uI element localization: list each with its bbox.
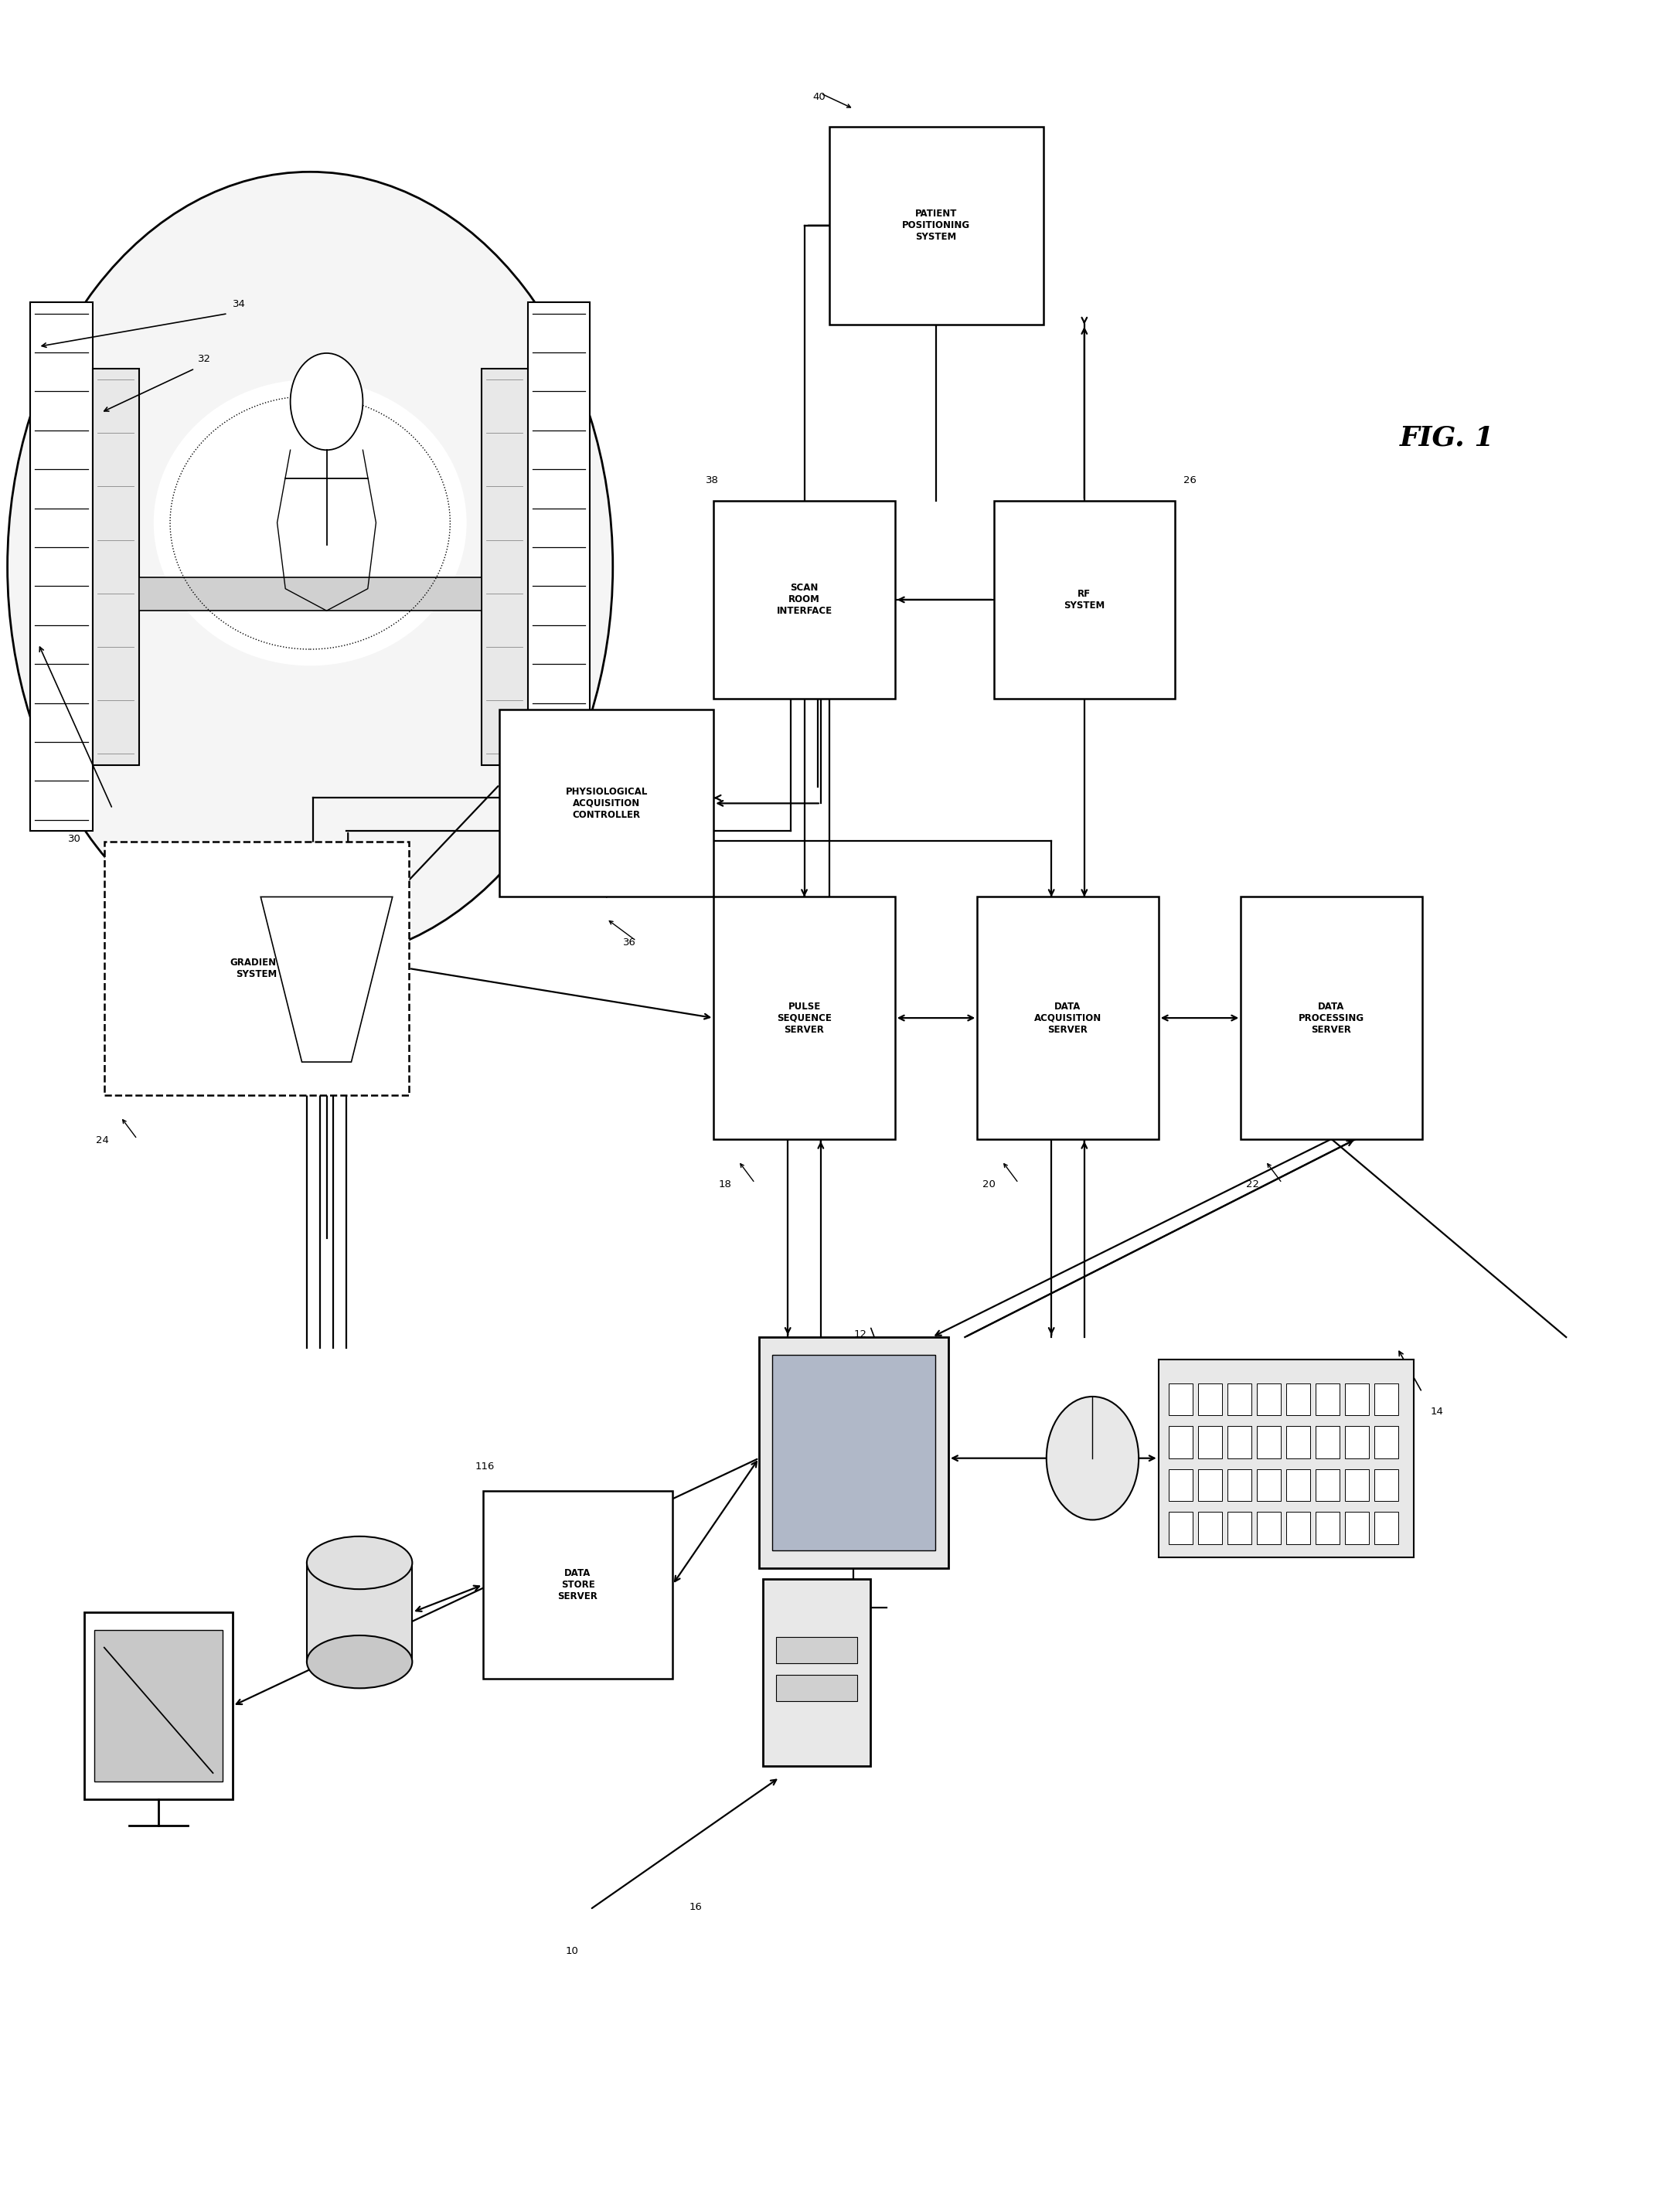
FancyBboxPatch shape [1287,1382,1310,1416]
FancyBboxPatch shape [773,1354,935,1551]
FancyBboxPatch shape [1159,1358,1414,1557]
Polygon shape [260,896,393,1062]
Text: 32: 32 [197,354,211,365]
Text: 116: 116 [474,1462,494,1471]
FancyBboxPatch shape [1315,1511,1340,1544]
FancyBboxPatch shape [776,1637,857,1663]
FancyBboxPatch shape [1197,1511,1222,1544]
FancyBboxPatch shape [1227,1382,1252,1416]
FancyBboxPatch shape [1169,1469,1192,1502]
Text: 44: 44 [318,1659,332,1670]
Text: SCAN
ROOM
INTERFACE: SCAN ROOM INTERFACE [776,584,832,617]
Ellipse shape [7,173,613,962]
FancyBboxPatch shape [1315,1427,1340,1458]
Text: FIG. 1: FIG. 1 [1399,425,1494,451]
FancyBboxPatch shape [307,1562,413,1661]
FancyBboxPatch shape [993,500,1176,699]
Ellipse shape [154,380,466,666]
Text: PHYSIOLOGICAL
ACQUISITION
CONTROLLER: PHYSIOLOGICAL ACQUISITION CONTROLLER [565,787,648,821]
Text: 36: 36 [623,938,637,947]
Text: 10: 10 [565,1947,579,1955]
Ellipse shape [307,1635,413,1688]
FancyBboxPatch shape [1287,1469,1310,1502]
Text: 18: 18 [718,1179,731,1190]
FancyBboxPatch shape [1315,1382,1340,1416]
Text: DATA
ACQUISITION
SERVER: DATA ACQUISITION SERVER [1035,1002,1101,1035]
FancyBboxPatch shape [1257,1511,1282,1544]
Text: DATA
STORE
SERVER: DATA STORE SERVER [557,1568,599,1601]
Text: 38: 38 [705,476,718,484]
FancyBboxPatch shape [1345,1382,1370,1416]
FancyBboxPatch shape [1345,1469,1370,1502]
FancyBboxPatch shape [1227,1511,1252,1544]
FancyBboxPatch shape [527,303,590,832]
FancyBboxPatch shape [481,369,527,765]
FancyBboxPatch shape [482,1491,673,1679]
FancyBboxPatch shape [1315,1469,1340,1502]
FancyBboxPatch shape [1374,1382,1399,1416]
Text: DATA
PROCESSING
SERVER: DATA PROCESSING SERVER [1298,1002,1365,1035]
Text: 42: 42 [96,1792,109,1803]
FancyBboxPatch shape [1197,1469,1222,1502]
FancyBboxPatch shape [713,500,895,699]
FancyBboxPatch shape [95,1630,222,1783]
Text: 24: 24 [96,1135,109,1146]
FancyBboxPatch shape [1257,1382,1282,1416]
FancyBboxPatch shape [104,843,410,1095]
FancyBboxPatch shape [85,1613,232,1798]
FancyBboxPatch shape [1345,1427,1370,1458]
Text: 40: 40 [812,93,826,102]
FancyBboxPatch shape [1257,1427,1282,1458]
FancyBboxPatch shape [713,896,895,1139]
FancyBboxPatch shape [829,126,1043,325]
Text: RF
SYSTEM: RF SYSTEM [1064,588,1104,611]
Text: PULSE
SEQUENCE
SERVER: PULSE SEQUENCE SERVER [778,1002,832,1035]
Circle shape [290,354,363,449]
Text: 12: 12 [854,1329,867,1340]
FancyBboxPatch shape [1169,1427,1192,1458]
Text: 28: 28 [376,927,390,936]
FancyBboxPatch shape [977,896,1159,1139]
Text: 34: 34 [232,299,245,310]
FancyBboxPatch shape [1227,1469,1252,1502]
FancyBboxPatch shape [1374,1427,1399,1458]
FancyBboxPatch shape [1287,1511,1310,1544]
Text: 20: 20 [982,1179,995,1190]
FancyBboxPatch shape [759,1336,948,1568]
Text: 30: 30 [68,834,81,845]
FancyBboxPatch shape [1240,896,1423,1139]
Text: 26: 26 [1184,476,1195,484]
FancyBboxPatch shape [1257,1469,1282,1502]
FancyBboxPatch shape [1169,1382,1192,1416]
FancyBboxPatch shape [1227,1427,1252,1458]
Circle shape [1046,1396,1139,1520]
FancyBboxPatch shape [776,1674,857,1701]
Text: 14: 14 [1431,1407,1444,1416]
FancyBboxPatch shape [763,1579,870,1767]
FancyBboxPatch shape [1374,1511,1399,1544]
FancyBboxPatch shape [1374,1469,1399,1502]
FancyBboxPatch shape [1169,1511,1192,1544]
Text: 22: 22 [1245,1179,1258,1190]
FancyBboxPatch shape [499,710,713,896]
Text: GRADIENT
SYSTEM: GRADIENT SYSTEM [230,958,284,980]
FancyBboxPatch shape [93,369,139,765]
FancyBboxPatch shape [1345,1511,1370,1544]
Ellipse shape [307,1537,413,1588]
FancyBboxPatch shape [139,577,481,611]
Text: 16: 16 [690,1902,701,1911]
Text: PATIENT
POSITIONING
SYSTEM: PATIENT POSITIONING SYSTEM [902,208,970,241]
FancyBboxPatch shape [1287,1427,1310,1458]
FancyBboxPatch shape [1197,1382,1222,1416]
FancyBboxPatch shape [30,303,93,832]
FancyBboxPatch shape [1197,1427,1222,1458]
